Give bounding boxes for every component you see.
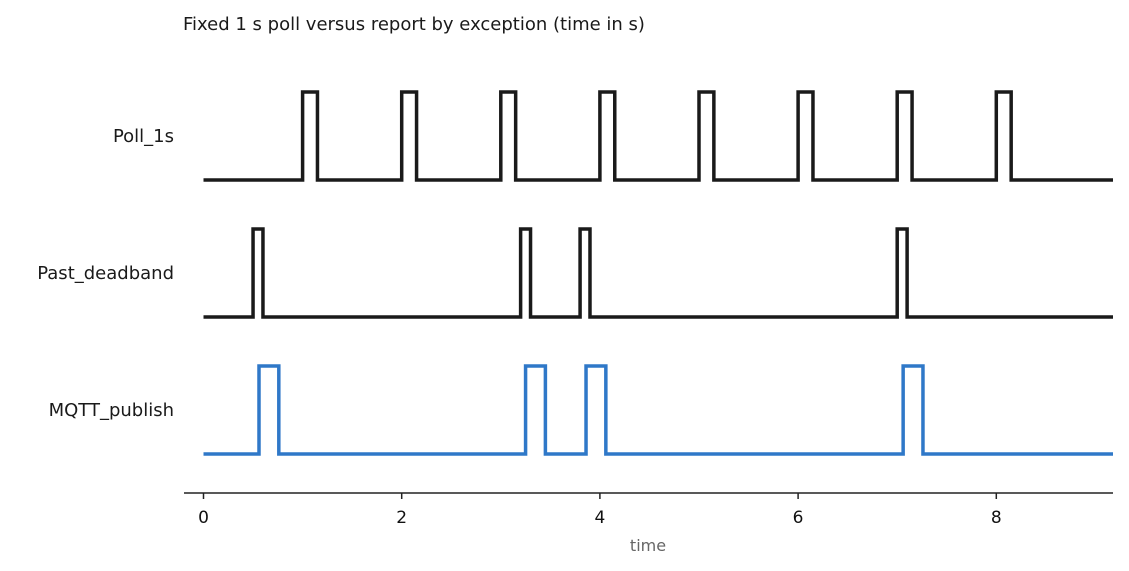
signal-label-poll-1s: Poll_1s [113, 126, 174, 147]
waveform-past-deadband [203, 227, 1113, 319]
waveforms [203, 90, 1113, 456]
x-tick-label: 6 [793, 508, 804, 528]
x-axis: 0 2 4 6 8 [184, 492, 1113, 528]
chart-title: Fixed 1 s poll versus report by exceptio… [183, 14, 645, 35]
waveform-poll-1s [203, 90, 1113, 182]
x-ticks: 0 2 4 6 8 [198, 493, 1002, 528]
signal-label-past-deadband: Past_deadband [37, 263, 174, 284]
signal-label-mqtt-publish: MQTT_publish [49, 400, 174, 421]
x-tick-label: 4 [594, 508, 605, 528]
x-axis-label: time [630, 536, 666, 555]
x-tick-label: 8 [991, 508, 1002, 528]
x-tick-label: 2 [396, 508, 407, 528]
signal-labels: Poll_1s Past_deadband MQTT_publish [37, 126, 174, 421]
waveform-mqtt-publish [203, 364, 1113, 456]
x-tick-label: 0 [198, 508, 209, 528]
